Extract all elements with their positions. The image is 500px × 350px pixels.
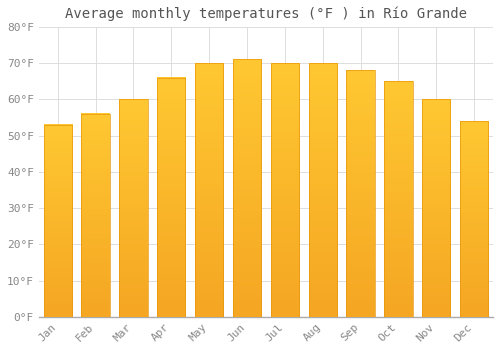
Bar bbox=[346, 70, 375, 317]
Bar bbox=[157, 78, 186, 317]
Bar bbox=[460, 121, 488, 317]
Bar bbox=[82, 114, 110, 317]
Bar bbox=[308, 63, 337, 317]
Bar bbox=[422, 99, 450, 317]
Bar bbox=[195, 63, 224, 317]
Bar bbox=[384, 81, 412, 317]
Bar bbox=[233, 60, 261, 317]
Bar bbox=[119, 99, 148, 317]
Bar bbox=[44, 125, 72, 317]
Title: Average monthly temperatures (°F ) in Río Grande: Average monthly temperatures (°F ) in Rí… bbox=[65, 7, 467, 21]
Bar bbox=[270, 63, 299, 317]
